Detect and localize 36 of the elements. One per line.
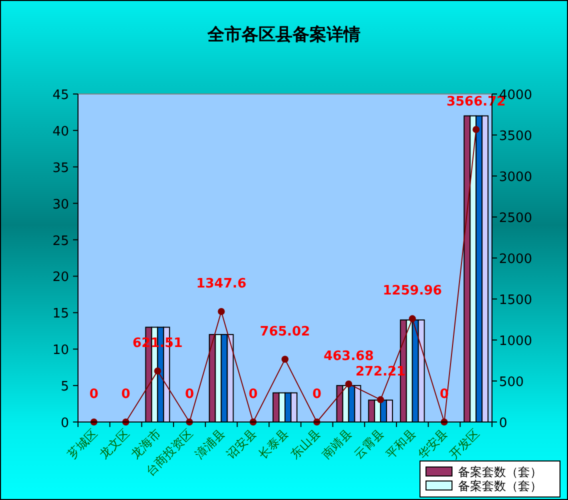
- y2-tick-label: 1000: [499, 334, 532, 349]
- legend-label: 备案套数（套）: [458, 465, 542, 479]
- data-label: 1347.6: [196, 276, 246, 292]
- y-tick-label: 45: [52, 88, 69, 103]
- y2-tick-label: 2000: [499, 252, 532, 267]
- data-label: 0: [184, 387, 194, 402]
- data-label: 1259.96: [382, 284, 442, 299]
- y-tick-label: 25: [52, 234, 69, 249]
- y2-tick-label: 500: [499, 375, 524, 390]
- y2-tick-label: 0: [499, 416, 508, 431]
- y-tick-label: 10: [52, 343, 69, 358]
- y-tick-label: 20: [52, 270, 69, 286]
- chart-title: 全市各区县备案详情: [206, 24, 360, 45]
- y2-tick-label: 3500: [499, 129, 532, 144]
- point: [282, 356, 288, 363]
- data-label: 0: [89, 387, 98, 402]
- point: [345, 380, 352, 388]
- y-tick-label: 30: [52, 197, 69, 212]
- point: [472, 126, 480, 134]
- y-tick-label: 35: [52, 160, 69, 176]
- data-label: 765.02: [260, 324, 310, 340]
- point: [154, 368, 162, 375]
- y-tick-label: 15: [52, 306, 69, 322]
- point: [377, 396, 384, 404]
- data-label: 0: [312, 387, 322, 402]
- y2-tick-label: 3000: [499, 170, 532, 185]
- y2-tick-label: 2500: [499, 211, 532, 226]
- y-tick-label: 40: [52, 124, 69, 140]
- data-label: 463.68: [324, 348, 374, 364]
- data-label: 0: [121, 387, 130, 402]
- y2-tick-label: 1500: [499, 293, 532, 308]
- point: [408, 315, 416, 322]
- point: [218, 308, 225, 315]
- legend-label: 备案套数（套）: [458, 479, 542, 493]
- y-tick-label: 5: [60, 380, 69, 395]
- data-label: 0: [248, 387, 258, 402]
